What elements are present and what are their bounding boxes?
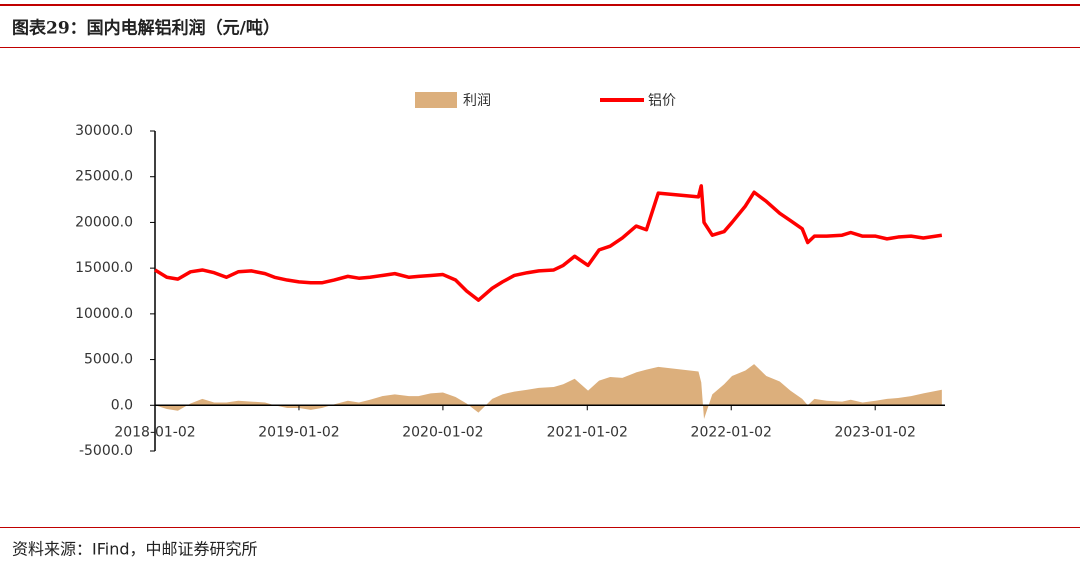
y-tick-label: 20000.0 — [75, 214, 133, 230]
y-tick-label: 30000.0 — [75, 123, 133, 139]
source-note: 资料来源：IFind，中邮证券研究所 — [12, 540, 258, 559]
y-tick-label: 25000.0 — [75, 169, 133, 185]
legend-label: 利润 — [463, 93, 491, 109]
x-tick-label: 2020-01-02 — [402, 424, 483, 440]
y-tick-label: 0.0 — [111, 397, 133, 413]
chart-title: 图表29：国内电解铝利润（元/吨） — [12, 18, 280, 39]
legend-label: 铝价 — [648, 93, 676, 109]
x-tick-label: 2023-01-02 — [835, 424, 916, 440]
legend-swatch — [415, 92, 457, 108]
y-tick-label: 15000.0 — [75, 260, 133, 276]
x-tick-label: 2021-01-02 — [547, 424, 628, 440]
footer-rule — [0, 527, 1080, 528]
profit-area — [155, 364, 942, 419]
y-tick-label: -5000.0 — [79, 443, 133, 459]
price-line — [154, 184, 943, 302]
x-tick-label: 2019-01-02 — [258, 424, 339, 440]
top-rule — [0, 4, 1080, 6]
y-tick-label: 10000.0 — [75, 306, 133, 322]
x-tick-label: 2022-01-02 — [691, 424, 772, 440]
y-tick-label: 5000.0 — [84, 352, 133, 368]
title-rule — [0, 47, 1080, 48]
x-tick-label: 2018-01-02 — [114, 424, 195, 440]
